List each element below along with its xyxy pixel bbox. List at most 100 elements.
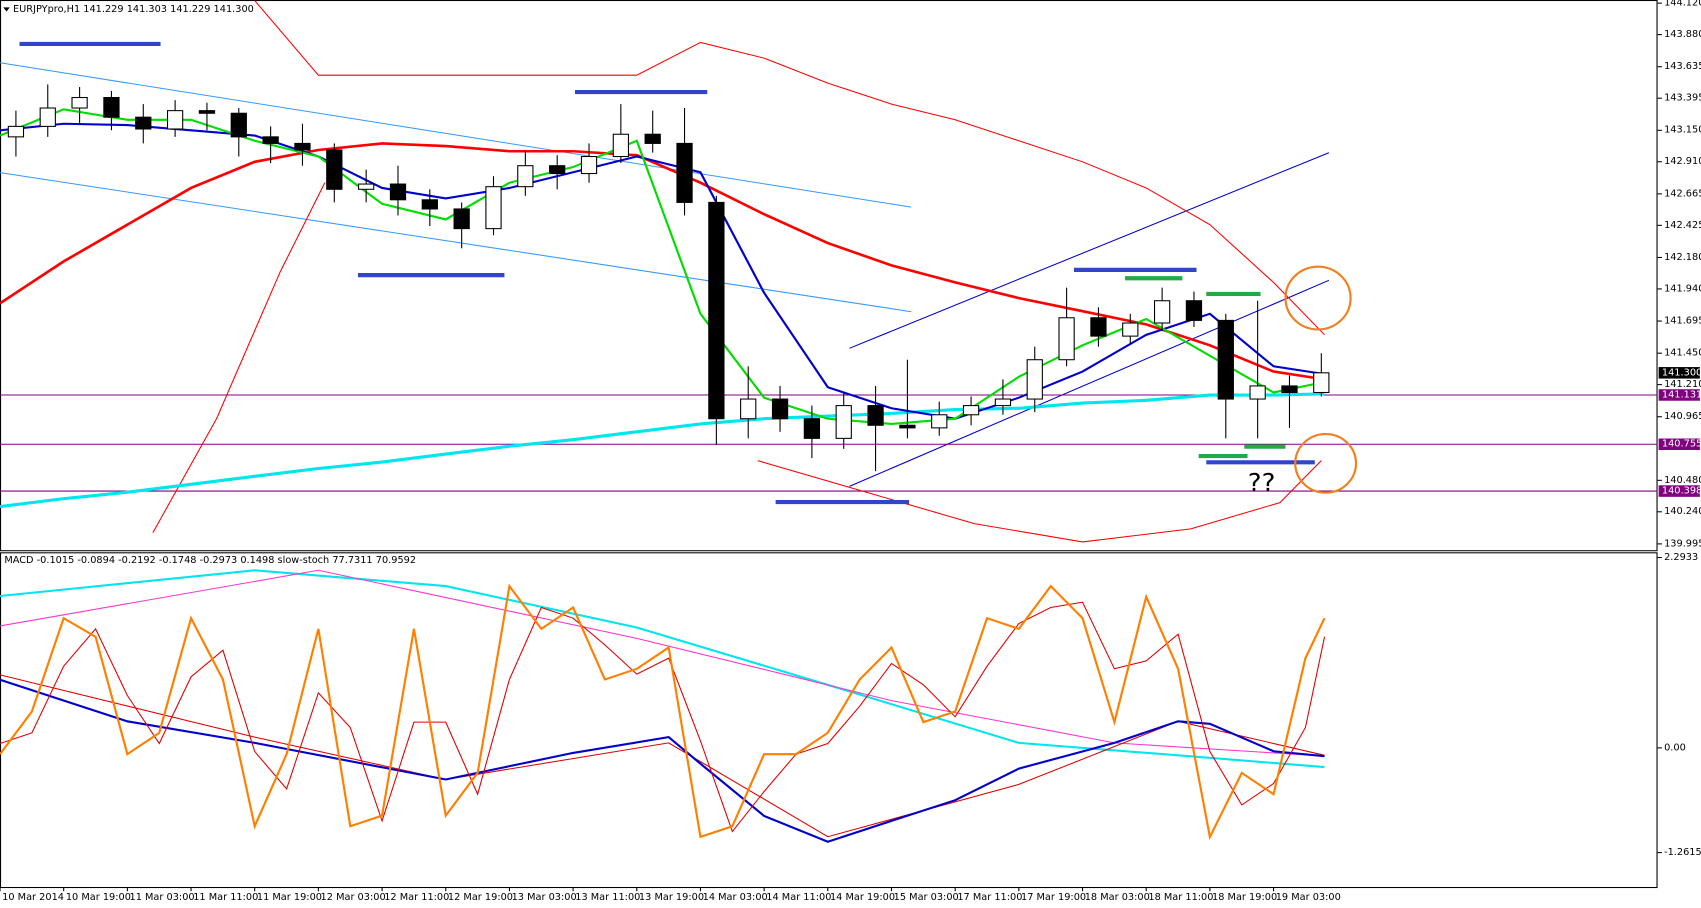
- main-panel: [0, 0, 1658, 552]
- candle-body: [7, 125, 25, 138]
- price-label-bg: [1658, 438, 1700, 451]
- y-tick-label: -1.2615: [1664, 847, 1701, 858]
- candle-body: [803, 418, 821, 439]
- indicator-line: [0, 569, 1325, 769]
- x-tick-label: 12 Mar 11:00: [384, 892, 449, 903]
- indicator-header: MACD -0.1015 -0.0894 -0.2192 -0.1748 -0.…: [4, 555, 416, 566]
- y-tick-label: 142.425: [1664, 220, 1701, 231]
- candle-body: [71, 97, 88, 109]
- x-tick-label: 13 Mar 19:00: [639, 892, 704, 903]
- candle-body: [294, 142, 311, 151]
- candle-body: [931, 414, 948, 429]
- candle-body: [1217, 319, 1234, 400]
- candle-body: [1185, 300, 1203, 321]
- x-tick-label: 12 Mar 19:00: [448, 892, 513, 903]
- candle-body: [389, 183, 407, 201]
- candle-body: [166, 110, 184, 130]
- y-tick-label: 0.00: [1664, 742, 1686, 753]
- candle-body: [549, 165, 566, 175]
- candle-body: [644, 133, 661, 144]
- y-tick-label: 139.995: [1664, 539, 1701, 550]
- x-tick-label: 13 Mar 11:00: [575, 892, 640, 903]
- x-tick-label: 18 Mar 19:00: [1212, 892, 1277, 903]
- sub-series: [0, 569, 1326, 843]
- price-label-bg: [1658, 367, 1700, 379]
- indicator-line: [0, 122, 1325, 420]
- candle-body: [708, 201, 725, 420]
- x-tick-label: 14 Mar 19:00: [830, 892, 895, 903]
- y-tick-label: 142.665: [1664, 188, 1701, 199]
- candle-body: [612, 133, 629, 158]
- candle-body: [485, 186, 502, 230]
- candle-body: [835, 405, 852, 439]
- highlight-circle: [1294, 433, 1358, 494]
- chart-header: EURJPYpro,H1 141.229 141.303 141.229 141…: [13, 4, 254, 15]
- channel-line: [0, 62, 912, 208]
- y-tick-label: 141.695: [1664, 316, 1701, 327]
- annotation-text: ??: [1248, 469, 1276, 498]
- candle-body: [1026, 359, 1043, 400]
- x-tick-label: 19 Mar 03:00: [1276, 892, 1341, 903]
- y-tick-label: 143.635: [1664, 61, 1701, 72]
- y-tick-label: 143.395: [1664, 93, 1701, 104]
- candle-body: [230, 112, 247, 138]
- highlight-circle: [1284, 265, 1352, 331]
- x-tick-label: 15 Mar 03:00: [894, 892, 959, 903]
- y-tick-label: 141.940: [1664, 284, 1701, 295]
- indicator-line: [0, 601, 1326, 833]
- candle-body: [580, 156, 598, 175]
- price-label: 141.300: [1662, 367, 1701, 378]
- candle-body: [1281, 385, 1298, 394]
- sub-panel: [0, 552, 1658, 889]
- annotations: [19, 41, 1358, 505]
- candle-body: [1313, 372, 1330, 394]
- x-tick-label: 17 Mar 19:00: [1021, 892, 1086, 903]
- y-tick-label: 143.880: [1664, 29, 1701, 40]
- x-tick-label: 17 Mar 11:00: [957, 892, 1022, 903]
- candle-body: [198, 110, 216, 114]
- channel-line: [849, 279, 1330, 487]
- x-tick-label: 11 Mar 19:00: [257, 892, 322, 903]
- x-tick-label: 10 Mar 19:00: [66, 892, 131, 903]
- indicator-line: [0, 583, 1326, 841]
- candle-body: [326, 149, 343, 190]
- candle-body: [994, 398, 1012, 407]
- candle-body: [39, 107, 56, 127]
- candle-body: [676, 142, 693, 203]
- x-tick-label: 18 Mar 11:00: [1148, 892, 1213, 903]
- x-tick-label: 10 Mar 2014: [2, 892, 64, 903]
- x-tick-label: 11 Mar 03:00: [130, 892, 195, 903]
- y-tick-label: 2.2933: [1664, 552, 1698, 563]
- indicator-line: [254, 0, 1325, 336]
- candle-body: [1153, 300, 1171, 324]
- x-tick-label: 13 Mar 03:00: [512, 892, 577, 903]
- y-tick-label: 144.120: [1664, 0, 1701, 9]
- candle-body: [262, 136, 279, 144]
- price-label: 140.398: [1662, 486, 1701, 497]
- y-tick-label: 142.910: [1664, 156, 1701, 167]
- x-tick-label: 14 Mar 03:00: [703, 892, 768, 903]
- candle-body: [1058, 317, 1075, 361]
- candle-body: [135, 116, 152, 130]
- candle-body: [899, 424, 916, 429]
- price-label: 141.131: [1662, 390, 1701, 401]
- candle-body: [517, 165, 534, 188]
- candle-body: [1090, 317, 1107, 337]
- indicator-line: [0, 569, 1325, 757]
- candle-body: [740, 398, 757, 420]
- candle-body: [962, 405, 980, 416]
- candle-body: [1122, 322, 1139, 337]
- x-tick-label: 14 Mar 11:00: [766, 892, 831, 903]
- channel-line: [849, 152, 1330, 349]
- price-label: 140.755: [1662, 439, 1701, 450]
- y-tick-label: 140.240: [1664, 506, 1701, 517]
- x-tick-label: 12 Mar 03:00: [321, 892, 386, 903]
- x-tick-label: 18 Mar 03:00: [1085, 892, 1150, 903]
- candle-body: [1249, 385, 1266, 400]
- candle-body: [358, 183, 375, 190]
- y-tick-label: 140.965: [1664, 411, 1701, 422]
- main-series: [0, 0, 1658, 543]
